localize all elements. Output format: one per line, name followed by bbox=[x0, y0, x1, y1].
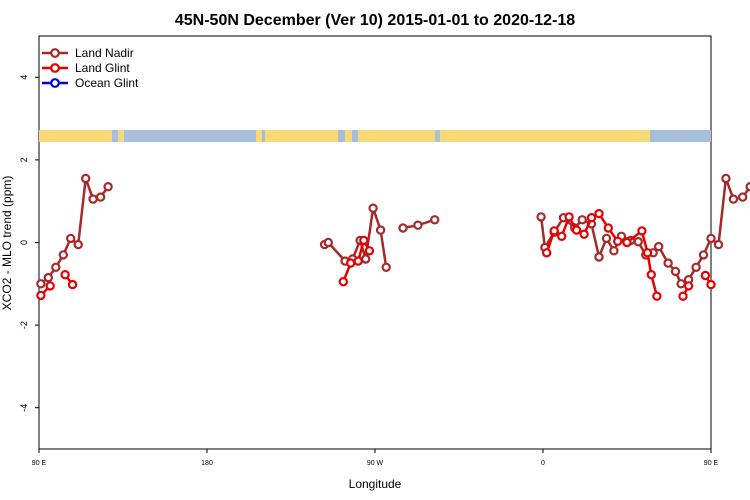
x-axis: 90 E 180 90 W 0 90 E bbox=[32, 449, 719, 467]
land-nadir-point bbox=[80, 173, 91, 184]
land-glint-point bbox=[364, 246, 375, 256]
legend-label-land-glint: Land Glint bbox=[75, 61, 130, 75]
land-glint-point bbox=[683, 281, 694, 291]
land-glint-point bbox=[353, 256, 363, 266]
land-glint-point bbox=[359, 235, 369, 246]
land-glint-point bbox=[678, 291, 688, 301]
land-nadir-point bbox=[728, 194, 739, 204]
land-nadir-point bbox=[691, 262, 701, 272]
land-nadir-point bbox=[51, 262, 61, 272]
land-nadir-point bbox=[361, 254, 371, 264]
land-band bbox=[118, 130, 124, 142]
land-band bbox=[256, 130, 262, 142]
land-nadir-point bbox=[430, 215, 440, 225]
land-glint-point bbox=[594, 208, 604, 219]
land-nadir-point bbox=[65, 233, 76, 244]
land-nadir-point bbox=[536, 212, 546, 222]
land-glint-point bbox=[637, 226, 647, 236]
land-nadir-point bbox=[601, 233, 612, 244]
land-nadir-point bbox=[577, 215, 587, 225]
land-glint-point bbox=[346, 258, 356, 268]
x-tick-label: 180 bbox=[201, 460, 213, 467]
land-ocean-strip bbox=[39, 130, 711, 142]
land-nadir-point bbox=[375, 225, 386, 235]
series-layer bbox=[36, 173, 750, 301]
land-band bbox=[345, 130, 352, 142]
legend-marker-ocean-glint bbox=[50, 78, 60, 88]
land-nadir-point bbox=[368, 203, 378, 213]
y-tick-label: -2 bbox=[19, 321, 29, 329]
y-tick-label: 2 bbox=[19, 157, 29, 162]
land-glint-point bbox=[67, 279, 78, 290]
land-nadir-point bbox=[676, 279, 686, 289]
land-glint-point bbox=[571, 225, 582, 235]
land-nadir-point bbox=[721, 173, 731, 184]
land-glint-point bbox=[36, 290, 46, 301]
land-glint-point bbox=[603, 223, 614, 233]
land-band bbox=[440, 130, 650, 142]
land-band bbox=[358, 130, 435, 142]
land-band bbox=[265, 130, 338, 142]
land-nadir-point bbox=[95, 192, 106, 202]
land-nadir-point bbox=[698, 250, 709, 260]
land-band bbox=[39, 130, 112, 142]
land-nadir-point bbox=[670, 266, 681, 277]
land-glint-point bbox=[586, 212, 597, 223]
land-glint-point bbox=[706, 279, 716, 290]
land-glint-point bbox=[557, 231, 567, 241]
land-glint-point bbox=[579, 229, 589, 239]
land-nadir-point bbox=[43, 272, 54, 283]
land-nadir-point bbox=[738, 192, 748, 202]
land-nadir-point bbox=[73, 239, 83, 250]
land-nadir-point bbox=[36, 279, 46, 289]
y-tick-label: 0 bbox=[19, 240, 29, 245]
land-glint-point bbox=[542, 248, 552, 258]
land-glint-point bbox=[613, 236, 623, 246]
chart-title: 45N-50N December (Ver 10) 2015-01-01 to … bbox=[175, 12, 575, 29]
land-nadir-point bbox=[58, 250, 69, 260]
x-tick-label: 90 E bbox=[704, 460, 719, 467]
land-nadir-point bbox=[413, 220, 423, 230]
land-glint-point bbox=[338, 277, 348, 287]
y-axis: -4 -2 0 2 4 bbox=[19, 75, 39, 412]
land-nadir-point bbox=[594, 252, 604, 262]
x-tick-label: 0 bbox=[541, 460, 545, 467]
legend-marker-land-nadir bbox=[50, 48, 60, 58]
land-nadir-point bbox=[713, 239, 724, 250]
legend-label-ocean-glint: Ocean Glint bbox=[75, 76, 139, 90]
x-tick-label: 90 W bbox=[367, 460, 384, 467]
land-nadir-point bbox=[633, 236, 643, 247]
land-nadir-point bbox=[398, 223, 408, 233]
land-nadir-point bbox=[381, 262, 391, 272]
land-nadir-point bbox=[103, 181, 113, 192]
y-tick-label: -4 bbox=[19, 404, 29, 412]
y-axis-label: XCO2 - MLO trend (ppm) bbox=[0, 176, 14, 311]
land-glint-point bbox=[60, 270, 70, 280]
land-glint-point bbox=[646, 270, 657, 280]
legend-marker-land-glint bbox=[50, 63, 60, 73]
x-axis-label: Longitude bbox=[349, 477, 402, 491]
land-nadir-point bbox=[663, 258, 673, 268]
land-nadir-point bbox=[609, 246, 619, 256]
land-nadir-point bbox=[88, 194, 98, 204]
y-tick-label: 4 bbox=[19, 75, 29, 80]
legend-label-land-nadir: Land Nadir bbox=[75, 46, 134, 60]
land-nadir-point bbox=[654, 241, 664, 252]
land-glint-point bbox=[642, 248, 653, 258]
land-glint-point bbox=[564, 212, 574, 222]
land-glint-point bbox=[45, 281, 55, 291]
land-nadir-point bbox=[323, 237, 333, 248]
land-glint-point bbox=[700, 270, 711, 281]
land-nadir-point bbox=[745, 182, 750, 192]
x-tick-label: 90 E bbox=[32, 460, 47, 467]
land-nadir-point bbox=[706, 233, 716, 244]
land-glint-point bbox=[622, 237, 632, 248]
land-glint-point bbox=[652, 291, 662, 301]
land-glint-point bbox=[549, 226, 559, 236]
